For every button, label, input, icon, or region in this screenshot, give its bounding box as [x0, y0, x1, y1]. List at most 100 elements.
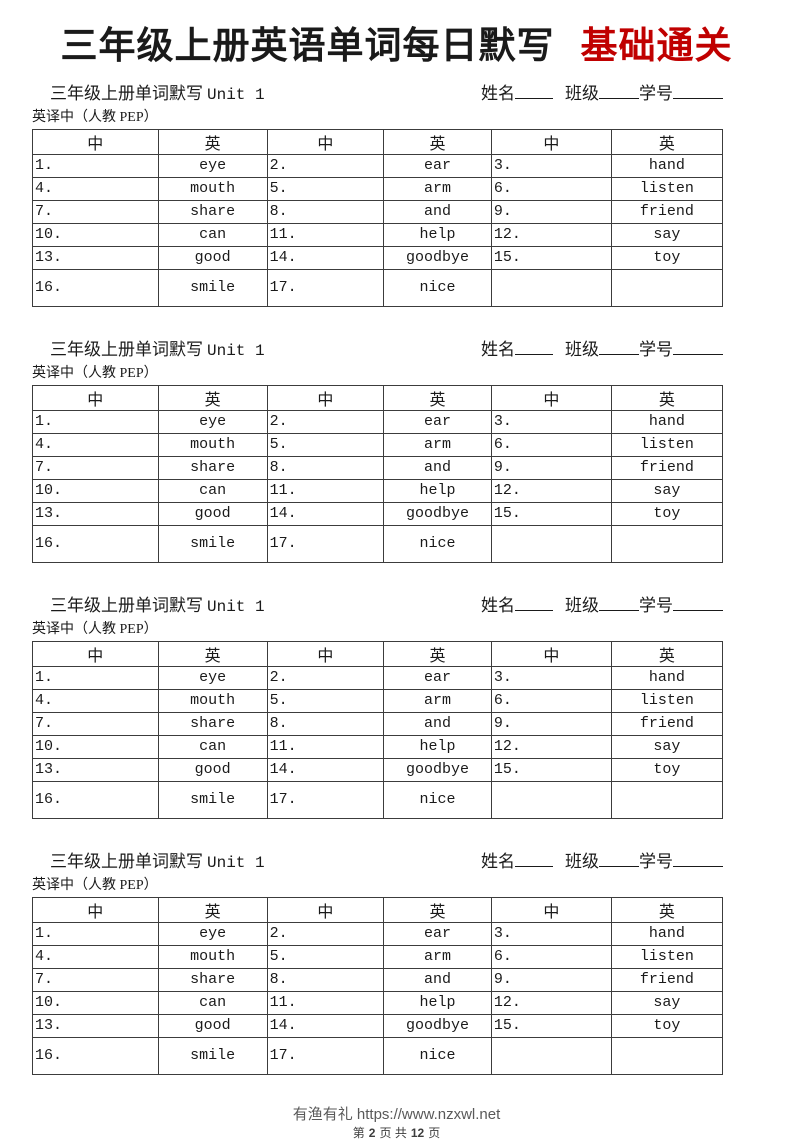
number-cell: 13.: [32, 1013, 159, 1038]
english-word-cell: smile: [157, 780, 268, 819]
name-label: 姓名: [481, 595, 515, 615]
number-cell: 10.: [32, 990, 159, 1015]
number-cell: 7.: [32, 967, 159, 992]
english-word-cell: good: [157, 1013, 268, 1038]
column-header-english: 英: [157, 128, 268, 155]
student-id-blank: [673, 82, 723, 99]
class-blank: [599, 82, 639, 99]
student-info-blanks: 姓名 班级 学号: [481, 850, 723, 873]
class-blank: [599, 338, 639, 355]
english-word-cell: friend: [610, 455, 724, 480]
english-word-cell: eye: [157, 409, 268, 434]
number-cell: 3.: [490, 153, 612, 178]
page-indicator-mid: 页 共: [379, 1125, 407, 1140]
number-cell: 14.: [266, 757, 385, 782]
english-word-cell: nice: [383, 524, 492, 563]
word-row: 10. can 11. help 12. say: [32, 478, 724, 503]
number-cell: 3.: [490, 409, 612, 434]
number-cell: 17.: [266, 268, 385, 307]
english-word-cell: arm: [383, 688, 492, 713]
student-info-blanks: 姓名 班级 学号: [481, 338, 723, 361]
english-word-cell: ear: [383, 153, 492, 178]
number-cell: 6.: [490, 432, 612, 457]
page-indicator-suffix: 页: [428, 1125, 441, 1140]
english-word-cell: goodbye: [383, 501, 492, 526]
number-cell: 7.: [32, 711, 159, 736]
number-cell: 17.: [266, 524, 385, 563]
english-word-cell: say: [610, 222, 724, 247]
section-header: 三年级上册单词默写 Unit 1 姓名 班级 学号: [32, 338, 723, 363]
word-row: 16. smile 17. nice: [32, 524, 724, 563]
dictation-section: 三年级上册单词默写 Unit 1 姓名 班级 学号 英译中（人教 PEP） 中英中英中…: [32, 594, 724, 819]
number-cell: 7.: [32, 455, 159, 480]
number-cell: 11.: [266, 478, 385, 503]
number-cell: 2.: [266, 153, 385, 178]
english-word-cell: [610, 1036, 724, 1075]
english-word-cell: arm: [383, 176, 492, 201]
english-word-cell: eye: [157, 153, 268, 178]
english-word-cell: help: [383, 734, 492, 759]
dictation-section: 三年级上册单词默写 Unit 1 姓名 班级 学号 英译中（人教 PEP） 中英中英中…: [32, 82, 724, 307]
number-cell: 12.: [490, 990, 612, 1015]
english-word-cell: say: [610, 734, 724, 759]
number-cell: 12.: [490, 478, 612, 503]
column-header-chinese: 中: [32, 128, 159, 155]
english-word-cell: ear: [383, 409, 492, 434]
page-total-number: 12: [410, 1125, 425, 1140]
class-label: 班级: [565, 595, 599, 615]
english-word-cell: smile: [157, 524, 268, 563]
title-accent: 基础通关: [580, 26, 733, 67]
english-word-cell: ear: [383, 921, 492, 946]
column-header-chinese: 中: [266, 128, 385, 155]
number-cell: 6.: [490, 176, 612, 201]
column-header-english: 英: [157, 896, 268, 923]
column-header-english: 英: [383, 128, 492, 155]
english-word-cell: friend: [610, 967, 724, 992]
column-header-chinese: 中: [32, 640, 159, 667]
word-row: 4. mouth 5. arm 6. listen: [32, 688, 724, 713]
word-row: 13. good 14. goodbye 15. toy: [32, 501, 724, 526]
section-header: 三年级上册单词默写 Unit 1 姓名 班级 学号: [32, 594, 723, 619]
number-cell: 14.: [266, 1013, 385, 1038]
page-title: 三年级上册英语单词每日默写 基础通关: [0, 26, 793, 69]
number-cell: 13.: [32, 245, 159, 270]
number-cell: 11.: [266, 222, 385, 247]
number-cell: 17.: [266, 780, 385, 819]
column-header-english: 英: [610, 128, 724, 155]
english-word-cell: nice: [383, 1036, 492, 1075]
column-header-chinese: 中: [32, 896, 159, 923]
words-table: 中英中英中英 1. eye 2. ear 3. hand 4. mouth 5. arm 6. lis…: [32, 896, 724, 1075]
page-current-number: 2: [368, 1125, 376, 1140]
english-word-cell: hand: [610, 153, 724, 178]
english-word-cell: toy: [610, 1013, 724, 1038]
word-row: 10. can 11. help 12. say: [32, 734, 724, 759]
number-cell: [490, 780, 612, 819]
number-cell: 15.: [490, 1013, 612, 1038]
english-word-cell: toy: [610, 757, 724, 782]
word-row: 1. eye 2. ear 3. hand: [32, 409, 724, 434]
number-cell: 2.: [266, 665, 385, 690]
dictation-section: 三年级上册单词默写 Unit 1 姓名 班级 学号 英译中（人教 PEP） 中英中英中…: [32, 850, 724, 1075]
class-blank: [599, 594, 639, 611]
number-cell: 4.: [32, 432, 159, 457]
column-header-english: 英: [157, 384, 268, 411]
english-word-cell: and: [383, 199, 492, 224]
english-word-cell: eye: [157, 921, 268, 946]
english-word-cell: arm: [383, 944, 492, 969]
number-cell: 8.: [266, 455, 385, 480]
number-cell: 11.: [266, 734, 385, 759]
word-row: 10. can 11. help 12. say: [32, 222, 724, 247]
number-cell: 4.: [32, 944, 159, 969]
student-id-blank: [673, 850, 723, 867]
words-table: 中英中英中英 1. eye 2. ear 3. hand 4. mouth 5. arm 6. lis…: [32, 384, 724, 563]
english-word-cell: eye: [157, 665, 268, 690]
unit-label: Unit 1: [207, 85, 265, 104]
footer-site-text: 有渔有礼 https://www.nzxwl.net: [292, 1105, 501, 1123]
word-row: 16. smile 17. nice: [32, 268, 724, 307]
unit-label: Unit 1: [207, 597, 265, 616]
sections-container: 三年级上册单词默写 Unit 1 姓名 班级 学号 英译中（人教 PEP） 中英中英中…: [32, 82, 724, 1075]
section-heading: 三年级上册单词默写 Unit 1: [32, 850, 265, 875]
column-header-chinese: 中: [490, 640, 612, 667]
section-heading-text: 三年级上册单词默写: [50, 595, 203, 615]
